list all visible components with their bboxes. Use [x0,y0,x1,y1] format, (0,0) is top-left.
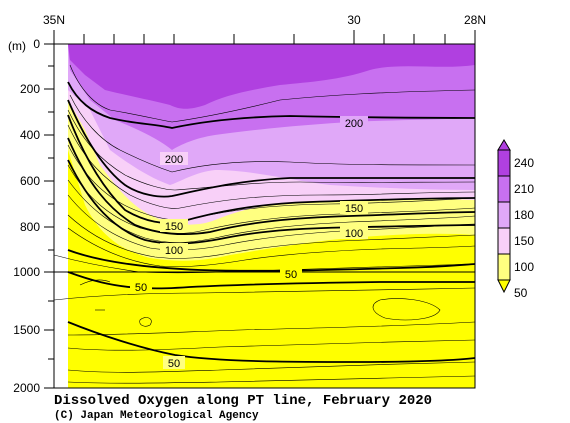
colorbar-label: 240 [514,156,534,170]
contour-label: 200 [345,118,363,130]
contour-label: 50 [168,358,180,370]
band-deep-purple [68,44,475,109]
contour-label: 200 [165,154,183,166]
y-axis [44,43,54,389]
contour-label: 50 [285,269,297,281]
contour-label-group: 200 200 150 150 100 100 50 50 50 [130,116,368,370]
y-tick-label: 600 [20,174,40,188]
colorbar-segment [497,227,511,255]
y-tick-label: 1000 [13,265,40,279]
colorbar-bottom-arrow [497,279,511,294]
contour-label: 100 [345,228,363,240]
colorbar-segment [497,201,511,229]
y-unit-label: (m) [8,39,26,53]
x-tick-label: 30 [347,13,361,27]
contour-label: 150 [165,221,183,233]
x-tick-label: 35N [43,13,65,27]
contour-label: 150 [345,203,363,215]
y-tick-label: 2000 [13,381,40,395]
colorbar-segment [497,149,511,177]
credit-text: (C) Japan Meteorological Agency [54,410,259,422]
top-axis [53,30,476,44]
colorbar-label: 210 [514,182,534,196]
colorbar [497,139,511,294]
y-tick-label: 800 [20,220,40,234]
colorbar-top-arrow [497,139,511,151]
colorbar-label: 50 [514,286,528,300]
plot-area [54,44,475,388]
y-tick-label: 1500 [13,323,40,337]
contour-label: 50 [135,282,147,294]
colorbar-segment [497,253,511,281]
plot-frame [53,43,476,389]
colorbar-label: 180 [514,208,534,222]
y-tick-label: 400 [20,128,40,142]
colorbar-label: 100 [514,260,534,274]
chart-title: Dissolved Oxygen along PT line, February… [54,393,432,409]
y-tick-label: 200 [20,82,40,96]
colorbar-label: 150 [514,234,534,248]
x-tick-label: 28N [464,13,486,27]
contour-label: 100 [165,245,183,257]
thick-contour-lines [67,81,475,363]
y-tick-label: 0 [33,37,40,51]
colorbar-segment [497,175,511,203]
